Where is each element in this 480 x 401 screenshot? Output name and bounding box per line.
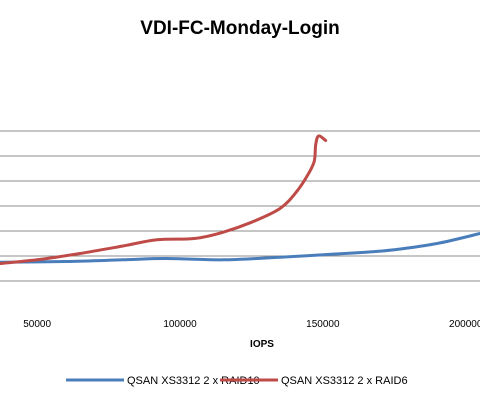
x-tick-label: 150000	[306, 319, 340, 330]
legend-label-1: QSAN XS3312 2 x RAID10	[127, 375, 260, 387]
series-line-1	[0, 232, 480, 264]
x-tick-label: 100000	[163, 319, 197, 330]
x-axis-label: IOPS	[250, 339, 274, 350]
legend-label-2: QSAN XS3312 2 x RAID6	[281, 375, 408, 387]
x-tick-label: 200000	[449, 319, 480, 330]
gridlines	[0, 130, 480, 282]
x-tick-label: 50000	[23, 319, 51, 330]
x-tick-labels: 50000 100000 150000 200000	[23, 319, 480, 330]
chart-title: VDI-FC-Monday-Login	[140, 18, 339, 39]
legend: QSAN XS3312 2 x RAID10 QSAN XS3312 2 x RA…	[66, 375, 408, 387]
series-lines	[0, 134, 480, 265]
series-line-2	[0, 134, 328, 265]
